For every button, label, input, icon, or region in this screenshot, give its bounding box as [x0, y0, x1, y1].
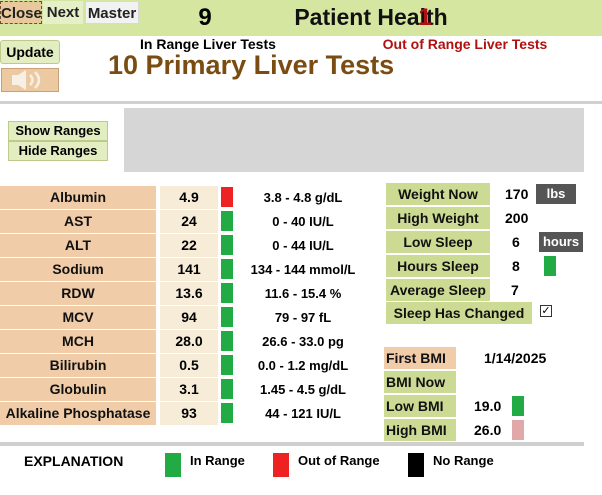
- update-button[interactable]: Update: [0, 40, 60, 64]
- out-range-count: 1: [418, 4, 432, 31]
- test-name: AST: [0, 210, 156, 233]
- speaker-button[interactable]: [1, 68, 59, 92]
- out-range-swatch: [273, 453, 289, 477]
- average-sleep-value: 7: [511, 282, 519, 298]
- test-value: 3.1: [160, 378, 218, 401]
- high-weight-value: 200: [505, 210, 529, 226]
- page-subtitle: 10 Primary Liver Tests: [108, 50, 395, 80]
- explanation-label: EXPLANATION: [24, 453, 124, 469]
- test-status-indicator: [221, 211, 233, 231]
- test-reference-range: 0.0 - 1.2 mg/dL: [257, 358, 349, 373]
- high-bmi-label: High BMI: [384, 419, 456, 441]
- low-bmi-label: Low BMI: [384, 395, 456, 417]
- out-range-legend-label: Out of Range: [298, 453, 380, 468]
- test-reference-range: 79 - 97 fL: [274, 310, 332, 325]
- test-reference-range: 44 - 121 IU/L: [265, 406, 341, 421]
- divider: [0, 101, 602, 104]
- test-value: 93: [160, 402, 218, 425]
- next-button[interactable]: Next: [43, 1, 83, 24]
- test-reference-range: 26.6 - 33.0 pg: [262, 334, 344, 349]
- test-status-indicator: [221, 307, 233, 327]
- low-sleep-value: 6: [512, 234, 520, 250]
- test-reference-range: 11.6 - 15.4 %: [264, 286, 342, 301]
- test-status-indicator: [221, 403, 233, 423]
- test-status-indicator: [221, 235, 233, 255]
- test-reference-range: 3.8 - 4.8 g/dL: [263, 190, 343, 205]
- test-reference-range: 1.45 - 4.5 g/dL: [260, 382, 346, 397]
- hours-sleep-status-indicator: [544, 256, 556, 276]
- test-value: 0.5: [160, 354, 218, 377]
- no-range-legend-label: No Range: [433, 453, 494, 468]
- average-sleep-label: Average Sleep: [386, 279, 490, 301]
- test-name: ALT: [0, 234, 156, 257]
- legend-divider: [0, 442, 584, 446]
- weight-now-value: 170: [505, 186, 529, 202]
- test-name: Albumin: [0, 186, 156, 209]
- test-value: 94: [160, 306, 218, 329]
- in-range-count: 9: [198, 4, 212, 31]
- sleep-changed-checkbox[interactable]: ✓: [540, 305, 552, 317]
- test-reference-range: 134 - 144 mmol/L: [250, 262, 356, 277]
- test-status-indicator: [221, 355, 233, 375]
- weight-now-label: Weight Now: [386, 183, 490, 205]
- low-bmi-value: 19.0: [474, 398, 502, 414]
- test-value: 22: [160, 234, 218, 257]
- low-sleep-label: Low Sleep: [386, 231, 490, 253]
- test-reference-range: 0 - 40 IU/L: [272, 214, 334, 229]
- out-range-label: Out of Range Liver Tests: [382, 36, 548, 52]
- in-range-label: In Range Liver Tests: [140, 36, 276, 52]
- hours-sleep-value: 8: [512, 258, 520, 274]
- test-status-indicator: [221, 379, 233, 399]
- test-status-indicator: [221, 259, 233, 279]
- no-range-swatch: [408, 453, 424, 477]
- test-value: 13.6: [160, 282, 218, 305]
- in-range-swatch: [165, 453, 181, 477]
- bmi-now-label: BMI Now: [384, 371, 456, 393]
- first-bmi-label: First BMI: [384, 347, 456, 369]
- test-status-indicator: [221, 331, 233, 351]
- test-name: RDW: [0, 282, 156, 305]
- test-value: 24: [160, 210, 218, 233]
- low-bmi-status-indicator: [512, 396, 524, 416]
- high-bmi-value: 26.0: [474, 422, 502, 438]
- master-button[interactable]: Master: [85, 1, 139, 24]
- hide-ranges-button[interactable]: Hide Ranges: [8, 141, 108, 161]
- test-name: MCV: [0, 306, 156, 329]
- test-value: 28.0: [160, 330, 218, 353]
- weight-unit: lbs: [536, 184, 576, 204]
- test-value: 4.9: [160, 186, 218, 209]
- test-name: Sodium: [0, 258, 156, 281]
- window-title: Patient Health: [294, 4, 448, 30]
- high-weight-label: High Weight: [386, 207, 490, 229]
- test-reference-range: 0 - 44 IU/L: [272, 238, 334, 253]
- summary-panel: [124, 108, 584, 172]
- close-button[interactable]: Close: [0, 1, 42, 24]
- test-name: Bilirubin: [0, 354, 156, 377]
- test-status-indicator: [221, 283, 233, 303]
- sleep-changed-label: Sleep Has Changed: [386, 302, 532, 324]
- sleep-unit: hours: [539, 232, 583, 252]
- high-bmi-status-indicator: [512, 420, 524, 440]
- test-name: MCH: [0, 330, 156, 353]
- speaker-icon: [12, 70, 41, 90]
- test-name: Alkaline Phosphatase: [0, 402, 156, 425]
- show-ranges-button[interactable]: Show Ranges: [8, 121, 108, 141]
- hours-sleep-label: Hours Sleep: [386, 255, 490, 277]
- test-name: Globulin: [0, 378, 156, 401]
- test-value: 141: [160, 258, 218, 281]
- test-status-indicator: [221, 187, 233, 207]
- first-bmi-date: 1/14/2025: [484, 350, 547, 366]
- in-range-legend-label: In Range: [190, 453, 245, 468]
